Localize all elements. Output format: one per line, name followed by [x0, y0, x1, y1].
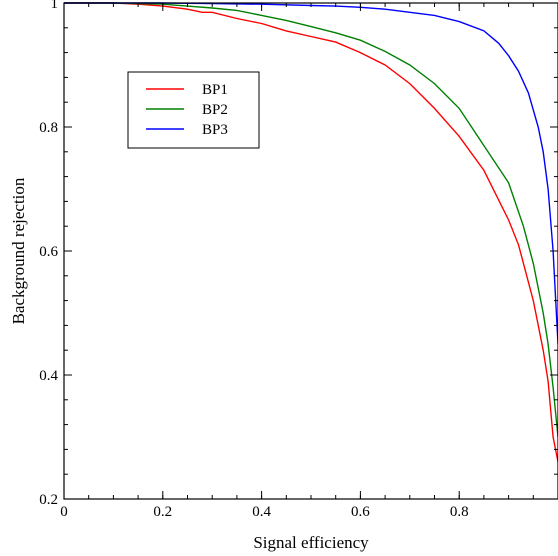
axes: 0 0.2 0.4 0.6 0.80.20.40.60.81 [39, 0, 558, 520]
y-tick-label: 0.8 [39, 120, 58, 136]
series-line-bp1 [64, 2, 558, 462]
legend-label-bp1: BP1 [202, 82, 228, 98]
legend-label-bp3: BP3 [202, 122, 228, 138]
x-tick-label: 0 [60, 504, 68, 520]
y-tick-label: 0.4 [39, 368, 58, 384]
y-axis-title: Background rejection [9, 177, 28, 324]
legend-label-bp2: BP2 [202, 102, 228, 118]
series-line-bp2 [64, 2, 558, 438]
series-line-bp3 [64, 2, 558, 345]
y-tick-label: 1 [51, 0, 59, 12]
x-tick-label: 0.8 [450, 504, 469, 520]
y-tick-label: 0.2 [39, 492, 58, 508]
y-tick-label: 0.6 [39, 244, 58, 260]
x-tick-label: 0.4 [252, 504, 271, 520]
legend: BP1 BP2 BP3 [127, 71, 260, 149]
legend-box [127, 71, 260, 149]
x-axis-title: Signal efficiency [253, 533, 369, 552]
x-tick-label: 0.6 [351, 504, 370, 520]
x-tick-label: 0.2 [153, 504, 172, 520]
